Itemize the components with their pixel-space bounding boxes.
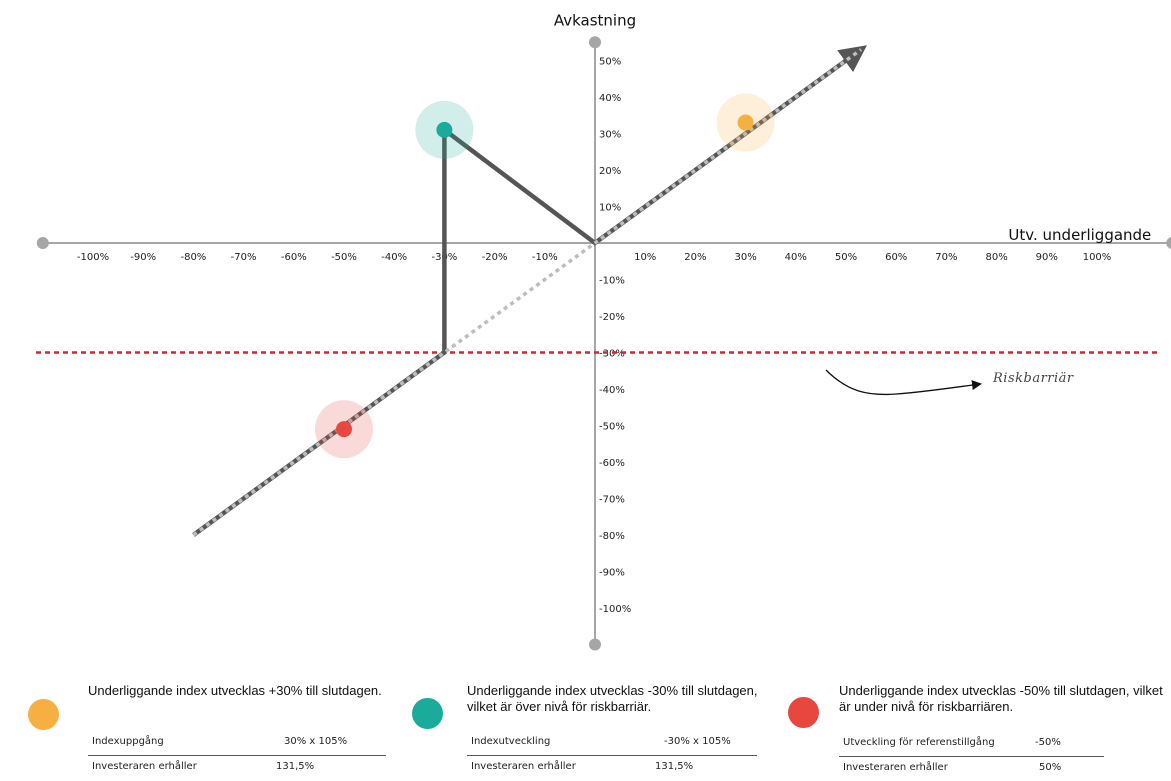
scenario-description: Underliggande index utvecklas +30% till … — [88, 683, 398, 699]
scenario-table: Utveckling för referenstillgång -50% Inv… — [839, 732, 1104, 781]
teal-point — [436, 122, 452, 138]
table-row: Utveckling för referenstillgång -50% — [839, 732, 1104, 757]
row-label: Investeraren erhåller — [471, 761, 576, 772]
orange-point — [738, 115, 754, 131]
y-tick-label: -80% — [599, 531, 625, 542]
y-tick-label: -20% — [599, 312, 625, 323]
y-tick-label: -60% — [599, 458, 625, 469]
table-row: Investeraren erhåller 131,5% — [467, 756, 757, 780]
y-tick-label: 50% — [599, 57, 621, 68]
table-row: Indexuppgång 30% x 105% — [88, 731, 386, 756]
x-tick-label: -100% — [77, 252, 109, 263]
table-row: Investeraren erhåller 131,5% — [88, 756, 386, 780]
row-label: Indexuppgång — [92, 736, 164, 747]
row-value: 131,5% — [276, 761, 314, 772]
y-tick-label: -90% — [599, 568, 625, 579]
x-tick-label: -40% — [381, 252, 407, 263]
orange-marker-icon — [28, 699, 59, 730]
x-tick-label: -10% — [532, 252, 558, 263]
y-axis-top-endpoint — [589, 36, 601, 48]
y-tick-label: 40% — [599, 93, 621, 104]
y-tick-label: -40% — [599, 385, 625, 396]
y-tick-label: -10% — [599, 276, 625, 287]
x-tick-label: 20% — [684, 252, 706, 263]
row-value: 30% x 105% — [284, 736, 347, 747]
x-tick-label: 10% — [634, 252, 656, 263]
x-tick-label: -20% — [482, 252, 508, 263]
row-value: -30% x 105% — [664, 736, 731, 747]
x-tick-label: 50% — [835, 252, 857, 263]
riskbarrier-arrow-icon — [826, 370, 980, 394]
row-label: Utveckling för referenstillgång — [843, 737, 995, 748]
scenario-table: Indexuppgång 30% x 105% Investeraren erh… — [88, 731, 386, 780]
x-tick-label: 100% — [1083, 252, 1112, 263]
scenario-table: Indexutveckling -30% x 105% Investeraren… — [467, 731, 757, 780]
x-tick-label: 60% — [885, 252, 907, 263]
row-label: Investeraren erhåller — [92, 761, 197, 772]
x-tick-label: 90% — [1036, 252, 1058, 263]
scenario-description: Underliggande index utvecklas -50% till … — [839, 683, 1169, 715]
red-marker-icon — [788, 697, 819, 728]
x-axis-left-endpoint — [37, 237, 49, 249]
x-tick-label: 40% — [785, 252, 807, 263]
y-tick-label: 30% — [599, 130, 621, 141]
x-axis-title: Utv. underliggande — [1008, 226, 1151, 244]
y-tick-label: -100% — [599, 604, 631, 615]
table-row: Investeraren erhåller 50% — [839, 757, 1104, 781]
x-axis-right-endpoint — [1166, 237, 1171, 249]
row-value: -50% — [1035, 737, 1061, 748]
x-tick-label: -90% — [130, 252, 156, 263]
table-row: Indexutveckling -30% x 105% — [467, 731, 757, 756]
y-tick-label: 20% — [599, 166, 621, 177]
x-tick-label: -50% — [331, 252, 357, 263]
x-tick-label: -70% — [231, 252, 257, 263]
riskbarrier-label: Riskbarriär — [992, 371, 1074, 386]
row-value: 50% — [1039, 762, 1061, 773]
row-label: Investeraren erhåller — [843, 762, 948, 773]
x-tick-label: 80% — [985, 252, 1007, 263]
row-label: Indexutveckling — [471, 736, 550, 747]
y-tick-label: -30% — [599, 349, 625, 360]
x-tick-label: 70% — [935, 252, 957, 263]
y-tick-label: -70% — [599, 495, 625, 506]
scenario-description: Underliggande index utvecklas -30% till … — [467, 683, 767, 715]
x-tick-label: 30% — [734, 252, 756, 263]
red-point — [336, 421, 352, 437]
y-tick-label: -50% — [599, 422, 625, 433]
payoff-chart: -100% -90% -80% -70% -60% -50% -40% -30% -20% -10… — [0, 0, 1171, 668]
row-value: 131,5% — [655, 761, 693, 772]
y-axis-bottom-endpoint — [589, 639, 601, 651]
x-tick-label: -80% — [180, 252, 206, 263]
teal-marker-icon — [412, 698, 443, 729]
y-tick-label: 10% — [599, 203, 621, 214]
x-tick-label: -60% — [281, 252, 307, 263]
y-axis-title: Avkastning — [554, 11, 636, 29]
